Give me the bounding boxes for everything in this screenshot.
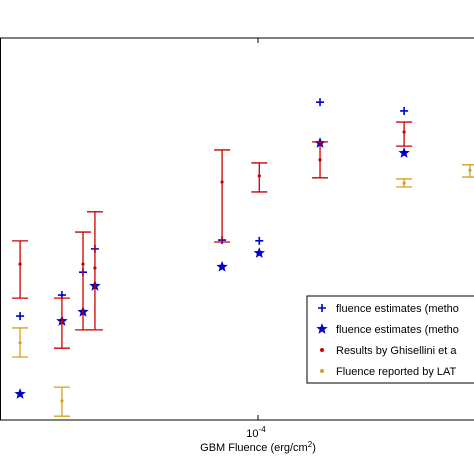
x-tick-label: 10-4 (246, 425, 266, 440)
error-bar (461, 164, 474, 178)
plus-marker (316, 98, 325, 107)
x-axis-label: GBM Fluence (erg/cm2) (200, 440, 316, 454)
legend-marker (320, 348, 324, 352)
legend-marker (316, 323, 328, 334)
star-marker (14, 388, 26, 399)
star-marker (398, 146, 410, 158)
dot-marker (60, 399, 64, 403)
legend-entry: Fluence reported by LAT (320, 366, 457, 378)
legend-label: Fluence reported by LAT (336, 366, 457, 378)
x-axis-label-text: GBM Fluence (erg/cm (200, 442, 308, 454)
legend-label: Results by Ghisellini et a (336, 345, 457, 357)
legend-box (306, 295, 474, 384)
plus-marker (255, 236, 264, 245)
star-marker (253, 247, 265, 258)
error-bar (75, 231, 92, 331)
legend-marker (320, 369, 324, 373)
legend-entry: Results by Ghisellini et a (320, 345, 457, 357)
dot-marker (18, 341, 22, 345)
error-bar (214, 149, 231, 243)
dot-marker (257, 174, 261, 178)
dot-marker (402, 130, 406, 134)
legend-entry: fluence estimates (metho (318, 303, 459, 315)
dot-marker (220, 180, 224, 184)
dot-marker (402, 181, 406, 185)
dot-marker (81, 262, 85, 266)
legend-label: fluence estimates (metho (336, 303, 459, 315)
dot-marker (93, 266, 97, 270)
legend-entry: fluence estimates (metho (316, 323, 459, 336)
x-tick-label-base: 10 (246, 428, 258, 440)
dot-marker (318, 158, 322, 162)
dot-marker (60, 320, 64, 324)
dot-marker (18, 262, 22, 266)
x-axis-label-end: ) (312, 442, 316, 454)
plus-marker (16, 312, 25, 321)
dot-marker (468, 168, 472, 172)
star-marker (216, 260, 228, 272)
plus-marker (400, 106, 409, 115)
error-bar (86, 211, 103, 331)
legend-label: fluence estimates (metho (336, 324, 459, 336)
legend-marker (318, 304, 326, 312)
x-tick-label-exp: -4 (259, 425, 267, 434)
error-bar (12, 240, 29, 299)
error-bar (396, 121, 413, 147)
x-axis-label-sup: 2 (308, 440, 313, 449)
